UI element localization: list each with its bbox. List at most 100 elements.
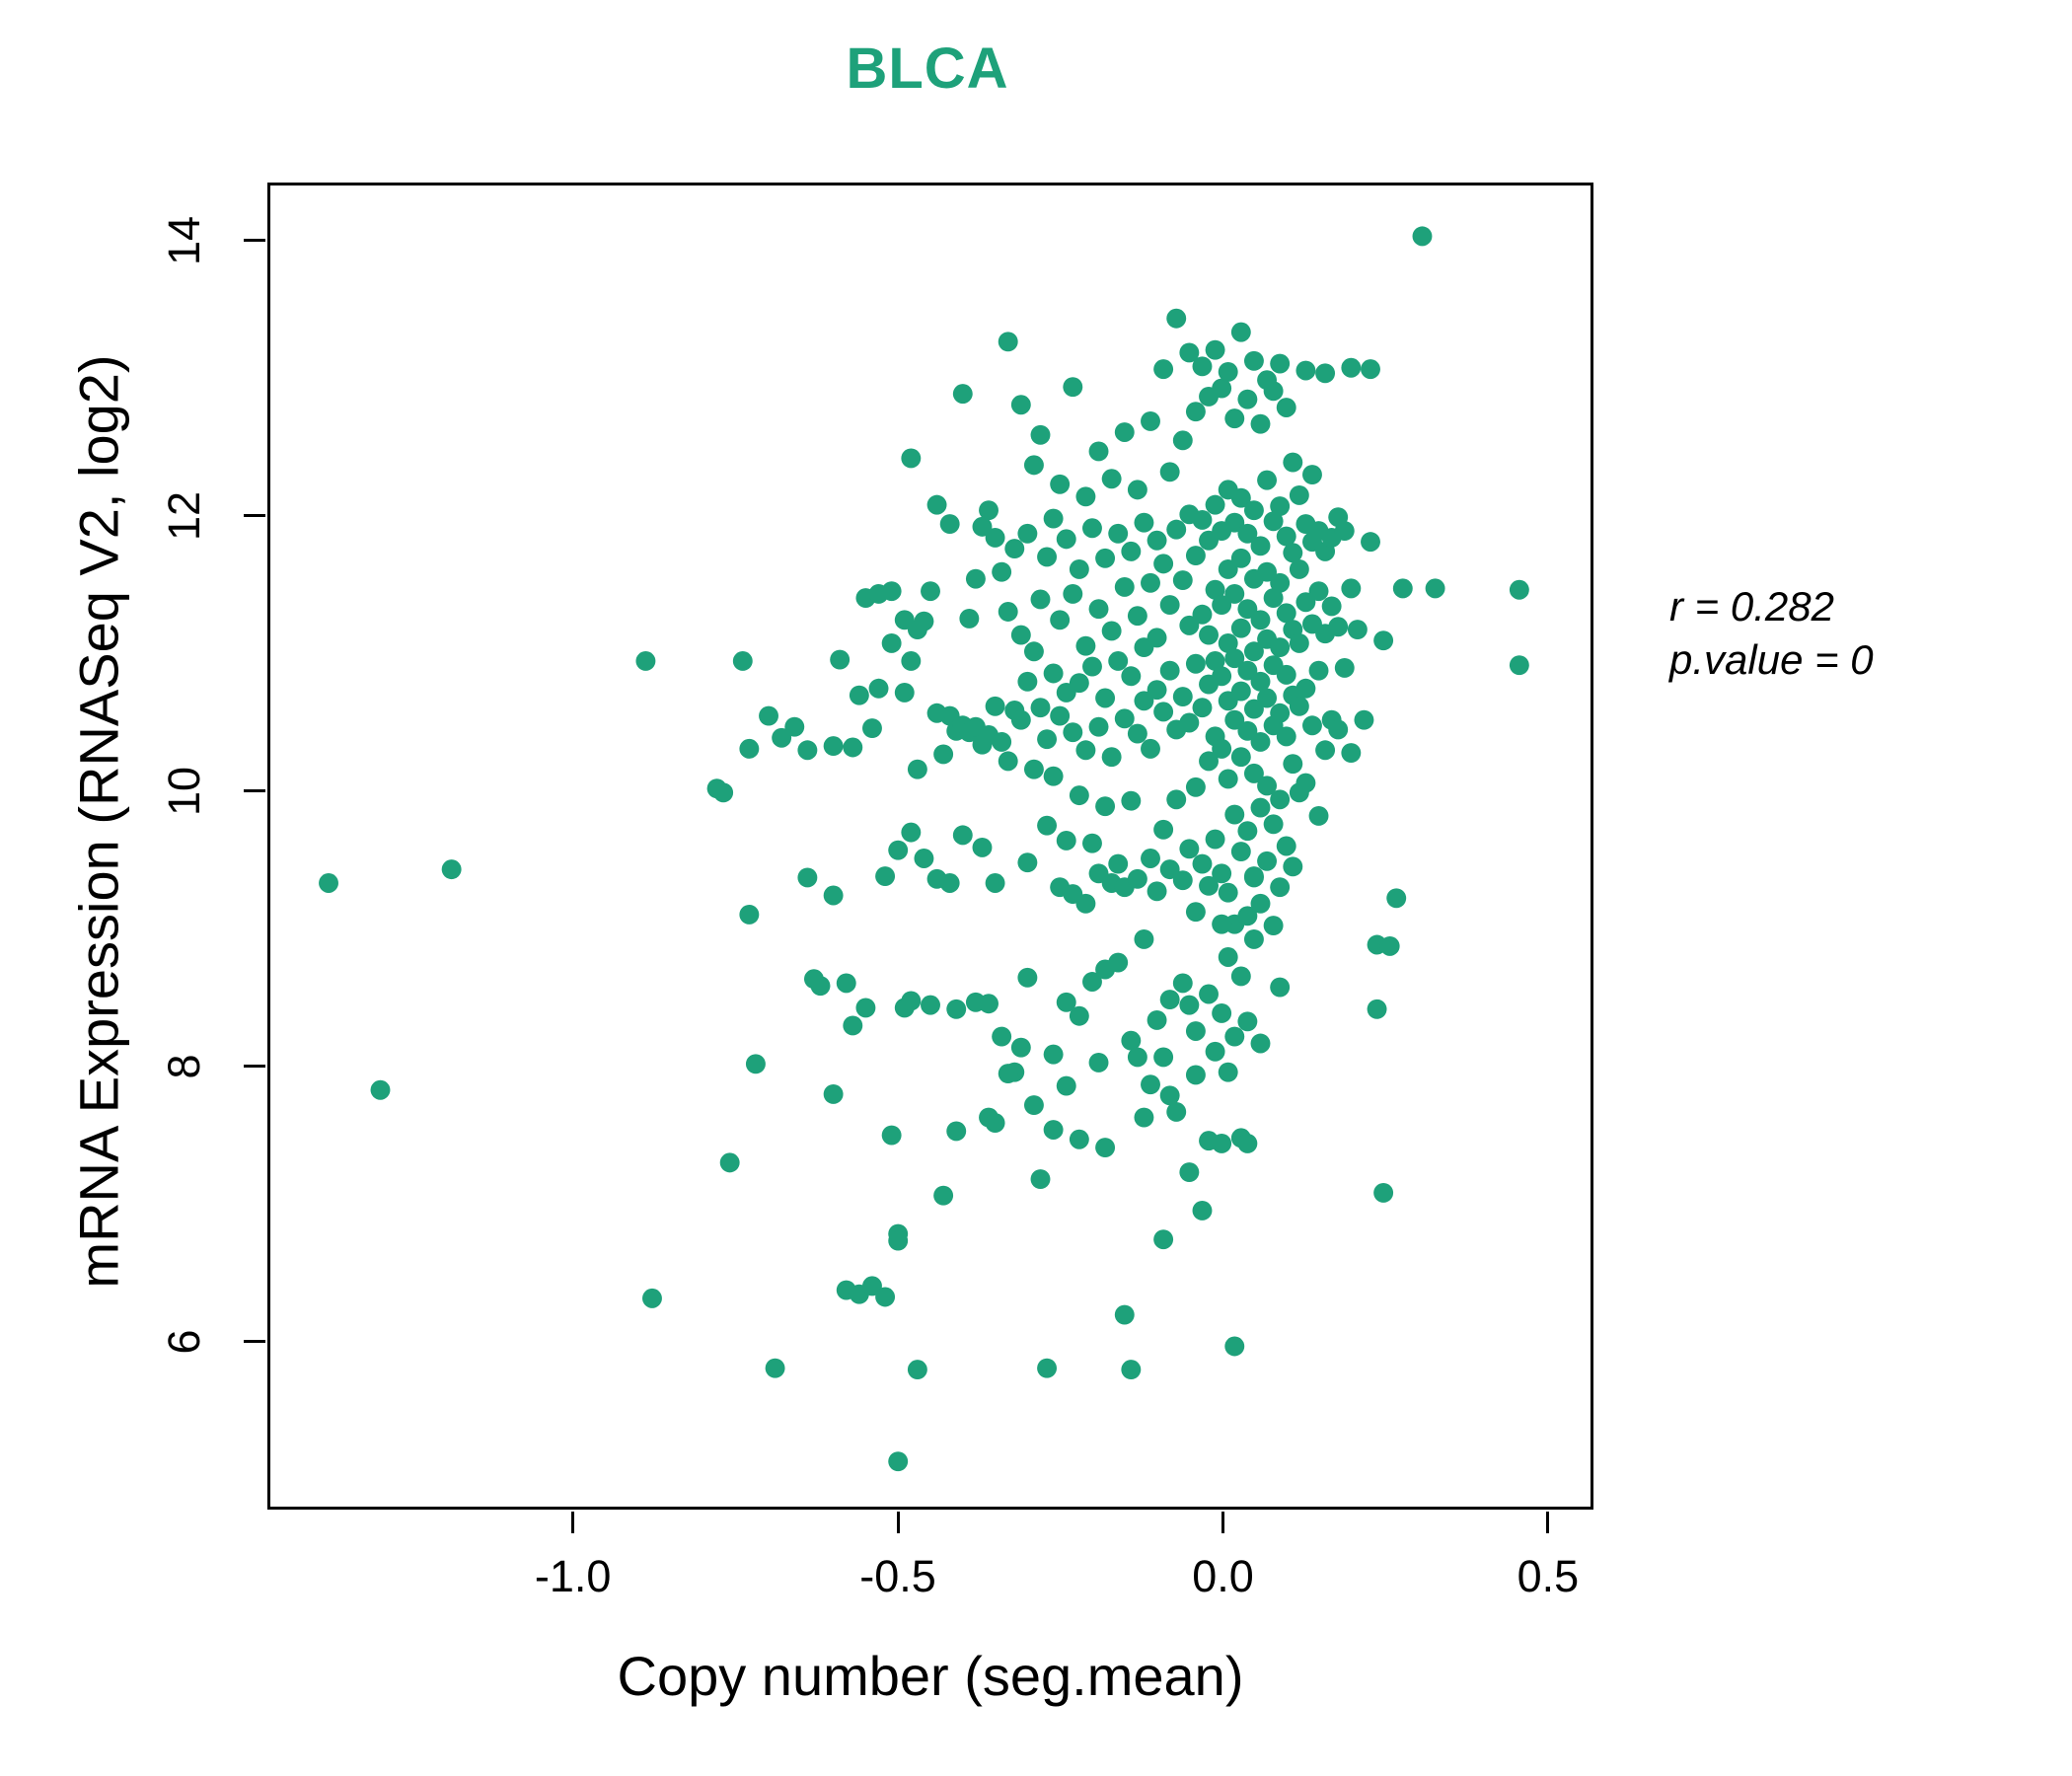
- data-point: [1243, 929, 1264, 949]
- data-point: [1082, 833, 1102, 853]
- data-point: [1354, 709, 1374, 730]
- data-point: [1179, 615, 1200, 635]
- y-axis-tick-label: 10: [159, 766, 209, 816]
- data-point: [1263, 916, 1284, 936]
- data-point: [881, 581, 902, 602]
- data-point: [1127, 1047, 1147, 1068]
- data-point: [1347, 620, 1368, 639]
- data-point: [719, 1152, 740, 1173]
- data-point: [1166, 519, 1187, 540]
- data-point: [1088, 599, 1109, 620]
- data-point: [992, 1026, 1012, 1047]
- data-point: [1192, 698, 1213, 718]
- data-point: [875, 1287, 896, 1307]
- data-point: [998, 332, 1018, 352]
- x-axis-tick-label: 0.5: [1517, 1551, 1580, 1601]
- data-point: [862, 718, 882, 739]
- data-point: [1361, 532, 1380, 553]
- data-point: [1218, 361, 1238, 382]
- data-point: [1250, 893, 1271, 914]
- data-point: [1063, 583, 1083, 604]
- x-axis-tick-mark: [896, 1512, 900, 1533]
- data-point: [797, 867, 818, 888]
- data-point: [914, 849, 934, 868]
- data-point: [1101, 747, 1122, 768]
- data-point: [1263, 814, 1284, 835]
- data-point: [1212, 595, 1232, 615]
- data-point: [985, 696, 1005, 716]
- data-point: [1205, 579, 1225, 600]
- data-point: [1037, 815, 1058, 836]
- data-point: [1315, 740, 1336, 761]
- data-point: [1063, 722, 1083, 743]
- y-axis-tick-mark: [244, 1340, 265, 1344]
- data-point: [1257, 470, 1278, 490]
- data-point: [1043, 1120, 1064, 1140]
- data-point: [1043, 766, 1064, 786]
- data-point: [901, 991, 922, 1011]
- data-point: [1095, 1138, 1116, 1158]
- data-point: [952, 384, 973, 405]
- data-point: [1270, 977, 1291, 998]
- data-point: [1276, 836, 1296, 856]
- data-point: [1075, 740, 1096, 761]
- page-title: BLCA: [846, 37, 1009, 101]
- data-point: [1172, 973, 1193, 994]
- data-point: [1043, 508, 1064, 529]
- data-point: [1283, 452, 1303, 473]
- data-point: [1289, 558, 1309, 579]
- data-point: [933, 1185, 954, 1206]
- data-point: [1147, 680, 1167, 701]
- data-point: [1237, 660, 1258, 681]
- data-point: [1224, 583, 1245, 604]
- data-point: [1315, 363, 1336, 384]
- data-point: [939, 873, 960, 893]
- data-point: [1237, 821, 1258, 842]
- data-point: [1141, 410, 1160, 431]
- data-point: [1250, 797, 1271, 818]
- scatter-points-layer: [319, 226, 1529, 1472]
- data-point: [985, 873, 1005, 893]
- data-point: [1212, 738, 1232, 759]
- y-axis-tick-mark: [244, 789, 265, 793]
- data-point: [1341, 357, 1362, 378]
- data-point: [998, 602, 1018, 622]
- data-point: [1088, 1053, 1109, 1073]
- data-point: [862, 1276, 882, 1296]
- x-axis-tick-mark: [571, 1512, 575, 1533]
- data-point: [1205, 651, 1225, 671]
- data-point: [1205, 1041, 1225, 1062]
- y-axis-tick-mark: [244, 514, 265, 518]
- data-point: [1367, 999, 1387, 1019]
- data-point: [1153, 819, 1174, 840]
- data-point: [921, 581, 940, 602]
- data-point: [1023, 641, 1044, 662]
- data-point: [745, 1054, 766, 1074]
- data-point: [1172, 570, 1193, 590]
- data-point: [1121, 666, 1142, 687]
- data-point: [1141, 572, 1160, 593]
- data-point: [1199, 1131, 1219, 1151]
- x-axis-tick-mark: [1221, 1512, 1224, 1533]
- data-point: [843, 737, 863, 758]
- data-point: [1302, 465, 1322, 485]
- data-point: [979, 500, 999, 521]
- data-point: [979, 994, 999, 1014]
- data-point: [1185, 653, 1206, 674]
- y-axis-label: mRNA Expression (RNASeq V2, log2): [67, 354, 130, 1289]
- data-point: [1056, 992, 1076, 1012]
- data-point: [1308, 581, 1329, 602]
- data-point: [1276, 526, 1296, 547]
- data-point: [1159, 595, 1180, 615]
- data-point: [1199, 625, 1219, 645]
- data-point: [888, 1451, 909, 1472]
- data-point: [836, 973, 856, 994]
- data-point: [972, 837, 993, 857]
- data-point: [1127, 606, 1147, 627]
- data-point: [1224, 709, 1245, 730]
- x-axis-tick-label: -1.0: [534, 1551, 612, 1601]
- data-point: [1205, 494, 1225, 515]
- data-point: [784, 716, 805, 737]
- data-point: [1257, 776, 1278, 796]
- data-point: [901, 822, 922, 843]
